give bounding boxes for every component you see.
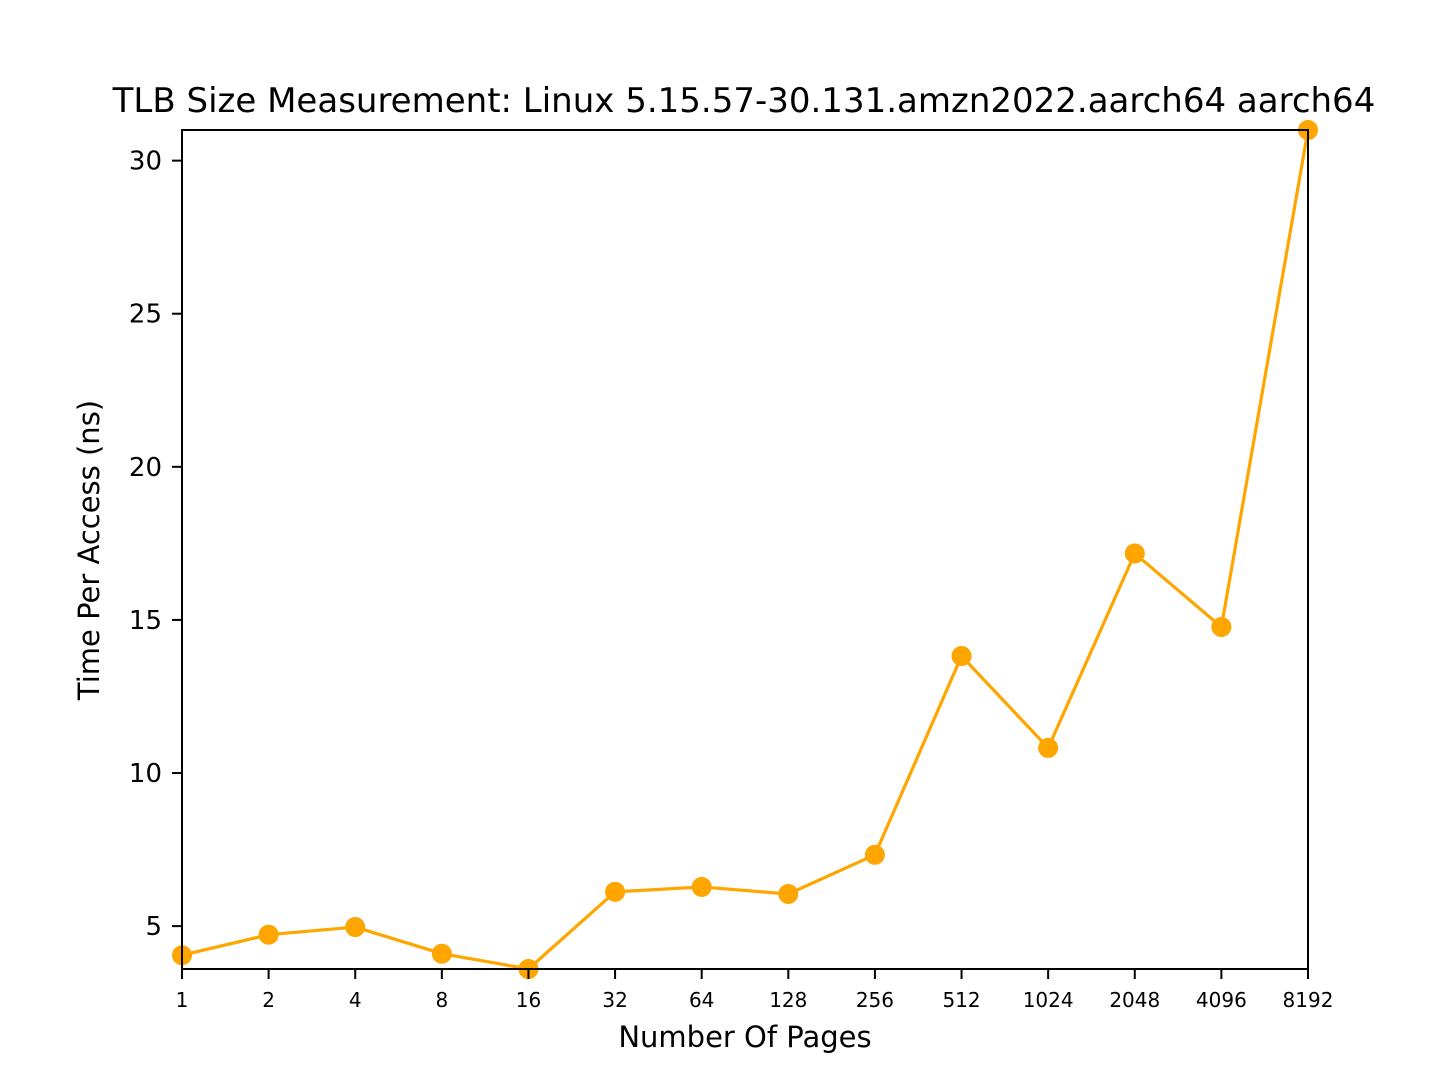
- y-axis-label: Time Per Access (ns): [72, 400, 106, 701]
- x-tick-label: 1024: [1023, 988, 1074, 1012]
- data-point: [1038, 737, 1059, 758]
- data-point: [1211, 616, 1232, 637]
- y-tick-label: 25: [129, 300, 162, 330]
- x-tick-label: 4096: [1196, 988, 1247, 1012]
- data-point: [258, 924, 279, 945]
- series-line: [180, 128, 1310, 971]
- chart-title: TLB Size Measurement: Linux 5.15.57-30.1…: [112, 81, 1376, 121]
- x-tick-label: 1: [176, 988, 189, 1012]
- x-tick-label: 8: [435, 988, 448, 1012]
- data-point: [951, 646, 972, 667]
- x-tick-label: 2: [262, 988, 275, 1012]
- x-tick-label: 8192: [1283, 988, 1334, 1012]
- data-point: [864, 844, 885, 865]
- y-tick-label: 20: [129, 453, 162, 483]
- x-tick-label: 16: [516, 988, 541, 1012]
- data-point: [605, 881, 626, 902]
- data-point: [691, 876, 712, 897]
- x-axis: 1 2 4 8 16 32 64 128 256 512 1024 2048 4096 8192: [176, 969, 1334, 1012]
- x-axis-label: Number Of Pages: [618, 1020, 871, 1054]
- x-tick-label: 128: [769, 988, 807, 1012]
- series-layer: [172, 120, 1318, 979]
- x-tick-label: 4: [349, 988, 362, 1012]
- y-tick-label: 10: [129, 759, 162, 789]
- y-tick-label: 5: [145, 912, 162, 942]
- axes-frame: [181, 129, 1309, 970]
- y-axis: 5 10 15 20 25 30: [129, 147, 182, 942]
- x-tick-label: 64: [689, 988, 714, 1012]
- data-point: [1124, 543, 1145, 564]
- x-tick-label: 32: [602, 988, 627, 1012]
- data-point: [345, 917, 366, 938]
- plot-area: [172, 120, 1318, 979]
- y-tick-label: 30: [129, 147, 162, 177]
- data-point: [431, 943, 452, 964]
- y-tick-label: 15: [129, 606, 162, 636]
- x-tick-label: 2048: [1109, 988, 1160, 1012]
- data-point: [778, 883, 799, 904]
- x-tick-label: 512: [942, 988, 980, 1012]
- x-tick-label: 256: [856, 988, 894, 1012]
